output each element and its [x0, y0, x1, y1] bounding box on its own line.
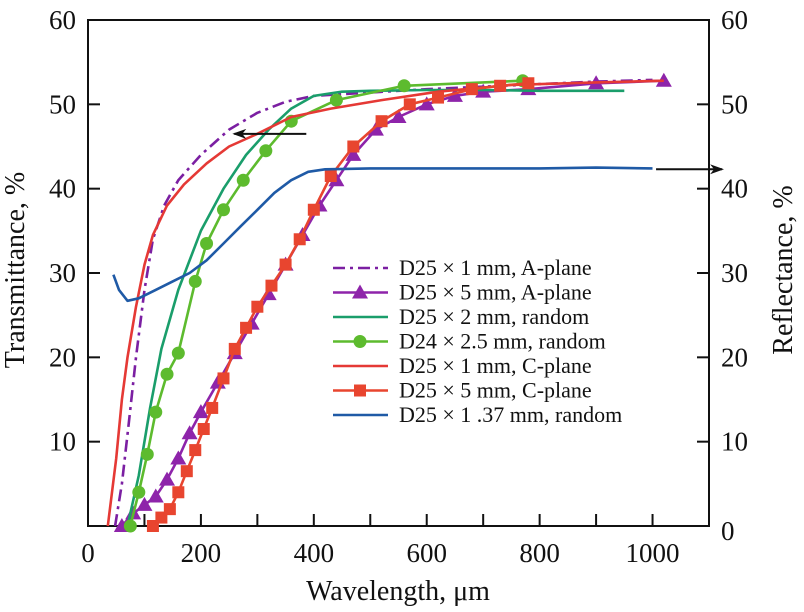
data-point: [132, 485, 146, 499]
y2-tick-label: 20: [721, 342, 748, 372]
data-point: [655, 72, 672, 87]
legend-label: D25 × 1 mm, C-plane: [399, 353, 592, 378]
data-point: [307, 203, 320, 216]
legend-label: D25 × 1 mm, A-plane: [399, 255, 592, 280]
annotations: [232, 128, 725, 175]
data-point: [163, 503, 176, 516]
data-point: [159, 471, 176, 486]
y2-tick-label: 60: [721, 5, 748, 35]
y-tick-label: 20: [49, 342, 76, 372]
data-point: [390, 108, 407, 123]
x-tick-label: 400: [294, 538, 335, 568]
x-tick-label: 200: [181, 538, 222, 568]
legend-label: D25 × 5 mm, C-plane: [399, 378, 592, 403]
x-tick-label: 800: [519, 538, 560, 568]
data-point: [397, 79, 411, 93]
y2-axis-title: Reflectance, %: [768, 185, 799, 354]
series-layer: [106, 72, 672, 533]
legend-label: D25 × 2 mm, random: [399, 304, 589, 329]
data-point: [251, 300, 264, 313]
y-tick-label: 30: [49, 258, 76, 288]
x-tick-label: 600: [406, 538, 447, 568]
y-axis-title: Transmittance, %: [0, 172, 31, 369]
y2-tick-label: 50: [721, 89, 748, 119]
data-point: [259, 144, 273, 158]
data-point: [197, 423, 210, 436]
legend-item: D25 × 1 .37 mm, random: [333, 402, 622, 427]
data-point: [293, 233, 306, 246]
data-point: [189, 444, 202, 457]
data-point: [279, 258, 292, 271]
data-point: [170, 450, 187, 465]
legend-label: D25 × 5 mm, A-plane: [399, 280, 592, 305]
data-point: [329, 93, 343, 107]
series-6: [146, 77, 535, 532]
data-point: [136, 496, 153, 511]
data-point: [522, 77, 535, 90]
data-point: [367, 121, 384, 136]
data-point: [432, 91, 445, 104]
data-point: [180, 465, 193, 478]
data-point: [236, 173, 250, 187]
data-point: [172, 486, 185, 499]
series-4: [123, 74, 530, 533]
legend-label: D25 × 1 .37 mm, random: [399, 402, 622, 427]
data-point: [155, 511, 168, 524]
legend-item: D25 × 5 mm, C-plane: [333, 378, 592, 403]
data-point: [465, 83, 478, 96]
data-point: [446, 87, 463, 102]
data-point: [265, 279, 278, 292]
legend-marker: [353, 335, 367, 348]
legend-label: D24 × 2.5 mm, random: [399, 329, 606, 354]
data-point: [228, 342, 241, 355]
series-line: [112, 166, 653, 303]
legend-item: D25 × 2 mm, random: [333, 304, 589, 329]
data-point: [418, 96, 435, 111]
legend-marker: [352, 284, 368, 299]
data-point: [140, 447, 154, 461]
series-7: [112, 166, 653, 303]
legend-item: D25 × 1 mm, A-plane: [333, 255, 592, 280]
y2-tick-label: 30: [721, 258, 748, 288]
data-point: [240, 321, 253, 334]
series-1: [113, 78, 653, 527]
y-tick-label: 60: [49, 5, 76, 35]
legend-item: D25 × 5 mm, A-plane: [333, 280, 592, 305]
data-point: [192, 404, 209, 419]
data-point: [171, 346, 185, 360]
y2-tick-label: 10: [721, 427, 748, 457]
y-tick-label: 50: [49, 89, 76, 119]
series-line: [113, 78, 653, 527]
x-tick-label: 1000: [626, 538, 680, 568]
legend-marker: [354, 384, 366, 397]
y-tick-label: 10: [49, 427, 76, 457]
x-tick-label: 0: [81, 538, 95, 568]
x-axis-title: Wavelength, μm: [306, 576, 490, 607]
data-point: [324, 170, 337, 183]
axes-layer: 0 200 400 600 800 100010203040506001020304050…: [49, 5, 748, 568]
y2-tick-label: 0: [721, 516, 735, 546]
data-point: [216, 203, 230, 217]
data-point: [375, 115, 388, 128]
legend-item: D25 × 1 mm, C-plane: [333, 353, 592, 378]
data-point: [217, 372, 230, 385]
y-tick-label: 40: [49, 174, 76, 204]
y2-tick-label: 40: [721, 174, 748, 204]
data-point: [347, 140, 360, 153]
legend-item: D24 × 2.5 mm, random: [333, 329, 606, 354]
data-point: [345, 146, 362, 161]
data-point: [160, 367, 174, 381]
data-point: [494, 79, 507, 92]
data-point: [147, 488, 164, 503]
data-point: [123, 519, 137, 533]
data-point: [403, 98, 416, 111]
data-point: [200, 236, 214, 250]
data-point: [188, 274, 202, 288]
data-point: [206, 401, 219, 414]
data-point: [181, 425, 198, 440]
data-point: [149, 405, 163, 419]
